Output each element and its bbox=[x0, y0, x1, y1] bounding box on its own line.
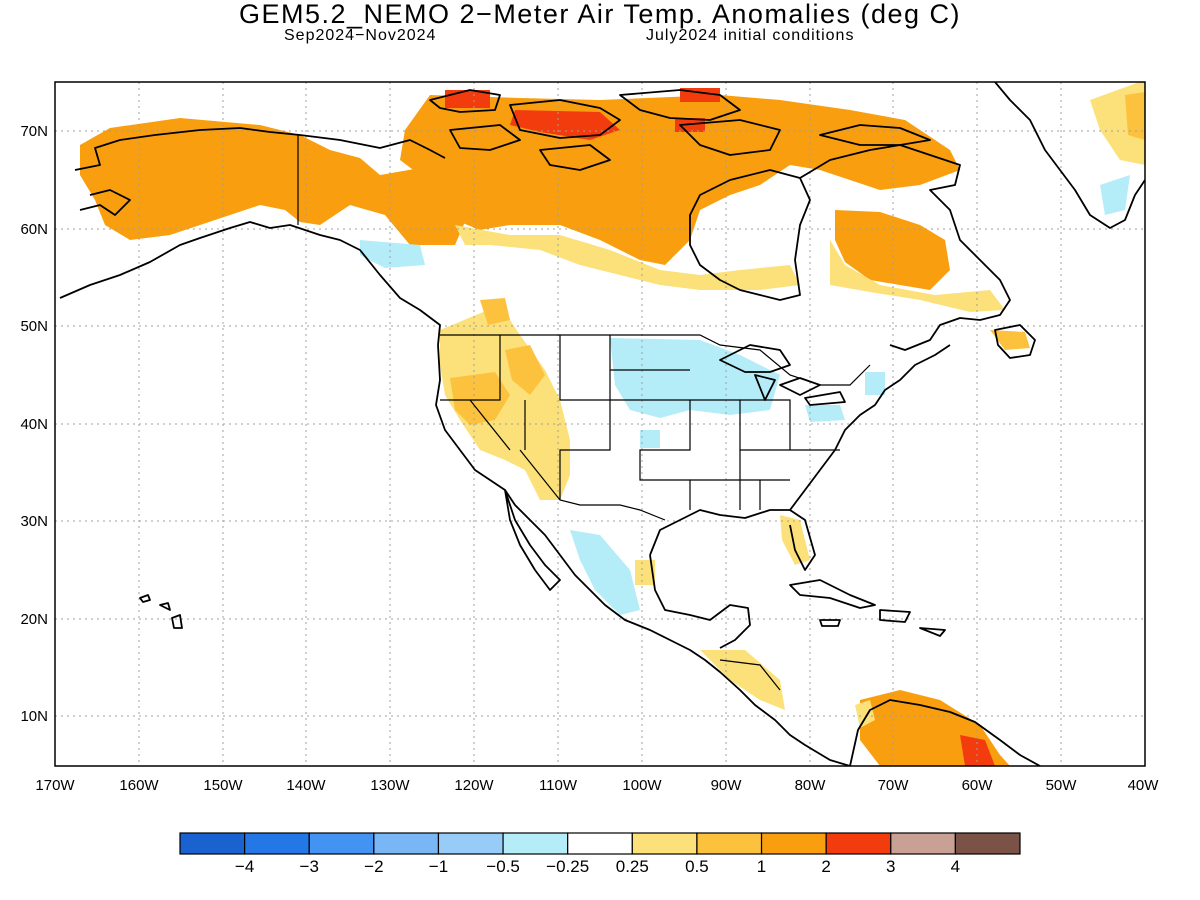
colorbar-label: 0.5 bbox=[685, 857, 709, 876]
anomaly-greenland-blue bbox=[1100, 175, 1130, 215]
x-tick-label: 160W bbox=[119, 777, 159, 794]
x-axis-labels: 170W 160W 150W 140W 130W 120W 110W 100W … bbox=[35, 777, 1159, 794]
colorbar-swatch bbox=[825, 832, 892, 855]
x-tick-label: 70W bbox=[878, 777, 910, 794]
colorbar-label: −0.25 bbox=[546, 857, 589, 876]
anomaly-western-us-orange-2 bbox=[505, 345, 545, 395]
y-tick-label: 10N bbox=[20, 708, 48, 725]
y-tick-label: 50N bbox=[20, 318, 48, 335]
colorbar-label: 3 bbox=[886, 857, 895, 876]
x-tick-label: 40W bbox=[1128, 777, 1160, 794]
anomaly-florida bbox=[780, 515, 810, 565]
colorbar-labels: −4 −3 −2 −1 −0.5 −0.25 0.25 0.5 1 2 3 4 bbox=[235, 857, 960, 876]
x-tick-label: 90W bbox=[711, 777, 743, 794]
colorbar bbox=[179, 832, 1021, 855]
initial-conditions: July2024 initial conditions bbox=[646, 27, 855, 44]
x-tick-label: 60W bbox=[962, 777, 994, 794]
colorbar-swatch bbox=[502, 832, 569, 855]
anomaly-labrador-yellow bbox=[830, 240, 1005, 312]
anomaly-newfoundland bbox=[990, 330, 1030, 350]
anomaly-arctic-red-2 bbox=[510, 110, 620, 140]
colorbar-swatch bbox=[954, 832, 1021, 855]
colorbar-label: 1 bbox=[757, 857, 766, 876]
y-tick-label: 30N bbox=[20, 513, 48, 530]
x-tick-label: 130W bbox=[370, 777, 410, 794]
y-axis-labels: 10N 20N 30N 40N 50N 60N 70N bbox=[20, 123, 48, 725]
colorbar-swatch bbox=[244, 832, 310, 855]
colorbar-swatch bbox=[373, 832, 440, 855]
colorbar-swatch bbox=[308, 832, 375, 855]
x-tick-label: 80W bbox=[795, 777, 827, 794]
x-tick-label: 170W bbox=[35, 777, 75, 794]
x-tick-label: 50W bbox=[1046, 777, 1078, 794]
y-tick-label: 20N bbox=[20, 611, 48, 628]
borders bbox=[297, 135, 871, 691]
anomaly-northeast-spot bbox=[805, 405, 845, 422]
x-tick-label: 150W bbox=[203, 777, 243, 794]
colorbar-swatch bbox=[567, 832, 633, 855]
colorbar-label: 0.25 bbox=[616, 857, 649, 876]
anomaly-canada-yellow bbox=[455, 225, 800, 290]
anomaly-great-plains bbox=[610, 338, 780, 418]
colorbar-label: −3 bbox=[300, 857, 319, 876]
anomaly-bc-blue bbox=[360, 240, 425, 268]
anomaly-western-us-orange-1 bbox=[450, 372, 510, 425]
anomaly-venezuela-red bbox=[960, 735, 995, 766]
colorbar-swatch bbox=[696, 832, 763, 855]
colorbar-label: −2 bbox=[364, 857, 383, 876]
anomaly-arctic-red-1 bbox=[445, 90, 490, 108]
x-tick-label: 140W bbox=[286, 777, 326, 794]
colorbar-label: 2 bbox=[821, 857, 830, 876]
x-tick-label: 100W bbox=[622, 777, 662, 794]
anomaly-shading bbox=[80, 82, 1145, 766]
forecast-period: Sep2024−Nov2024 bbox=[284, 27, 437, 44]
colorbar-label: 4 bbox=[951, 857, 960, 876]
y-tick-label: 60N bbox=[20, 221, 48, 238]
anomaly-alaska bbox=[80, 118, 470, 245]
map-title: GEM5.2_NEMO 2−Meter Air Temp. Anomalies … bbox=[238, 0, 961, 29]
y-tick-label: 40N bbox=[20, 416, 48, 433]
colorbar-swatch bbox=[760, 832, 827, 855]
colorbar-swatch bbox=[890, 832, 956, 855]
anomaly-midwest-spot bbox=[640, 430, 660, 448]
anomaly-sa-yellow bbox=[855, 700, 875, 728]
colorbar-swatch bbox=[437, 832, 504, 855]
anomaly-central-america bbox=[700, 650, 785, 710]
colorbar-swatch bbox=[631, 832, 698, 855]
colorbar-swatch bbox=[179, 832, 246, 855]
anomaly-northeast-orange bbox=[1125, 92, 1145, 140]
anomaly-maine-spot bbox=[865, 372, 885, 395]
coastlines bbox=[59, 82, 1145, 766]
anomaly-northern-canada bbox=[400, 95, 960, 265]
colorbar-label: −1 bbox=[429, 857, 448, 876]
anomaly-mexico-yellow bbox=[635, 560, 655, 585]
y-tick-label: 70N bbox=[20, 123, 48, 140]
map-frame bbox=[54, 81, 1146, 767]
grid-lines bbox=[55, 82, 1145, 766]
x-tick-label: 120W bbox=[454, 777, 494, 794]
colorbar-label: −0.5 bbox=[486, 857, 520, 876]
anomaly-western-us-orange-3 bbox=[480, 298, 510, 325]
colorbar-label: −4 bbox=[235, 857, 254, 876]
x-tick-label: 110W bbox=[539, 777, 578, 794]
anomaly-baja bbox=[570, 530, 640, 615]
